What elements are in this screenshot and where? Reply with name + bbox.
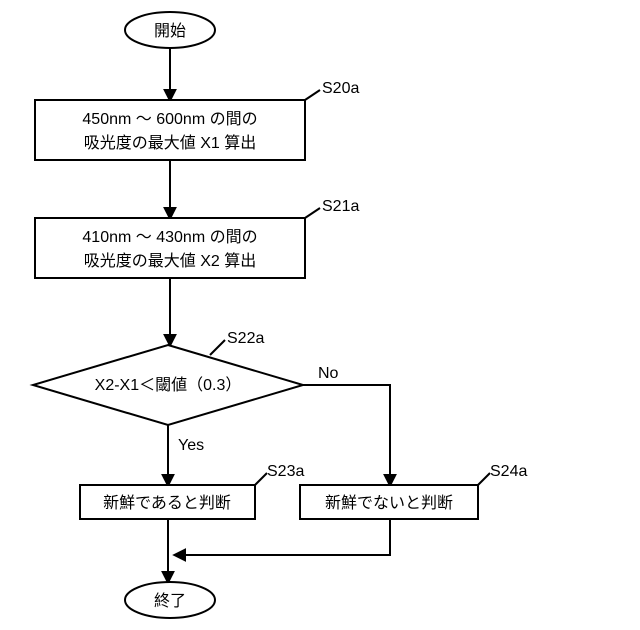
yes-label: Yes bbox=[178, 437, 204, 454]
s23a-line1: 新鮮であると判断 bbox=[103, 494, 231, 512]
s21a-line2: 吸光度の最大値 X2 算出 bbox=[84, 251, 256, 270]
flowchart-canvas: 開始 450nm ～ 600nm の間の 吸光度の最大値 X1 算出 S20a … bbox=[0, 0, 640, 630]
s22a-label: X2-X1＜閾値（0.3） bbox=[95, 376, 242, 394]
s21a-tag: S21a bbox=[322, 198, 359, 215]
s20a-tag-leader bbox=[305, 90, 320, 100]
edge-s24a-merge bbox=[175, 519, 390, 555]
s21a-line1: 410nm ～ 430nm の間の bbox=[82, 229, 257, 246]
edge-s22a-s24a bbox=[303, 385, 390, 485]
s22a-tag: S22a bbox=[227, 330, 264, 347]
no-label: No bbox=[318, 365, 339, 382]
s20a-line1: 450nm ～ 600nm の間の bbox=[82, 111, 257, 128]
s22a-tag-leader bbox=[210, 340, 225, 355]
s24a-tag-leader bbox=[478, 473, 490, 485]
s24a-tag: S24a bbox=[490, 463, 527, 480]
s20a-line2: 吸光度の最大値 X1 算出 bbox=[84, 133, 256, 152]
s23a-tag: S23a bbox=[267, 463, 304, 480]
s23a-tag-leader bbox=[255, 473, 267, 485]
s20a-tag: S20a bbox=[322, 80, 359, 97]
end-label: 終了 bbox=[154, 592, 186, 610]
s21a-tag-leader bbox=[305, 208, 320, 218]
s24a-line1: 新鮮でないと判断 bbox=[325, 494, 453, 512]
start-label: 開始 bbox=[154, 22, 186, 40]
